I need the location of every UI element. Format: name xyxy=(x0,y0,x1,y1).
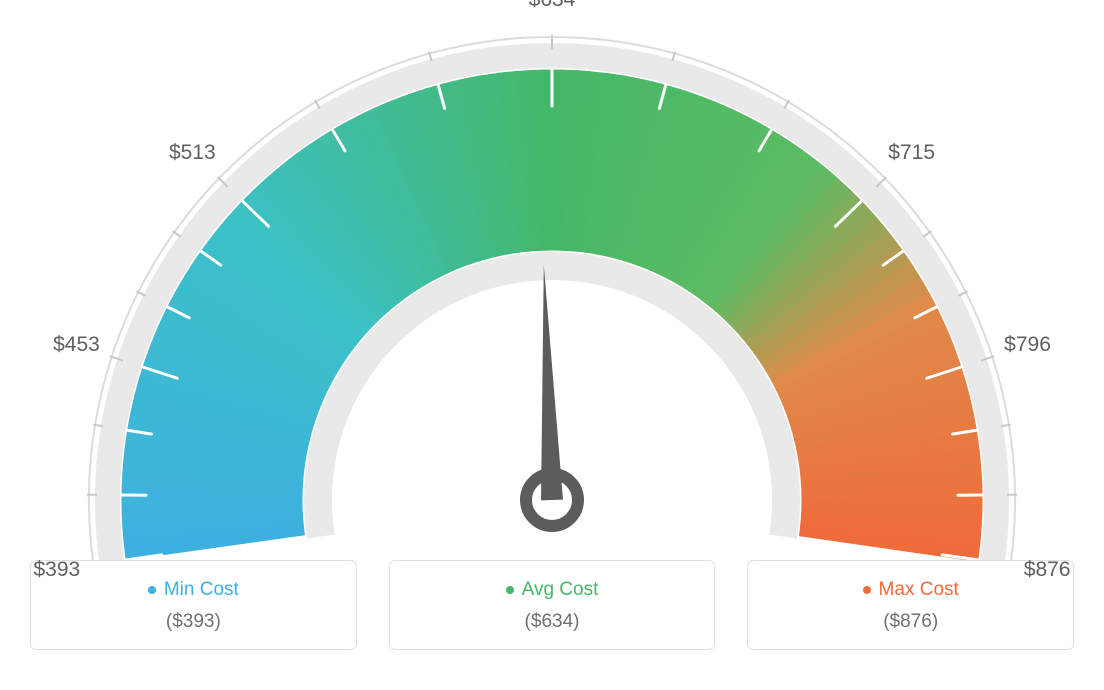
gauge-tick-label: $796 xyxy=(1004,333,1051,357)
gauge-tick-label: $715 xyxy=(888,141,935,165)
gauge-tick-label: $876 xyxy=(1024,558,1071,582)
legend-value: ($393) xyxy=(41,611,346,633)
legend-title: Min Cost xyxy=(41,579,346,601)
legend-dot-icon xyxy=(148,586,156,594)
cost-gauge: $393$453$513$634$715$796$876 xyxy=(0,0,1104,560)
legend-dot-icon xyxy=(506,586,514,594)
legend-title-text: Min Cost xyxy=(164,579,239,600)
legend-value: ($876) xyxy=(758,611,1063,633)
legend-row: Min Cost ($393) Avg Cost ($634) Max Cost ($87… xyxy=(0,560,1104,650)
gauge-svg xyxy=(0,0,1104,560)
legend-value: ($634) xyxy=(400,611,705,633)
legend-title: Avg Cost xyxy=(400,579,705,601)
gauge-tick-label: $634 xyxy=(529,0,576,12)
legend-title-text: Avg Cost xyxy=(522,579,599,600)
gauge-tick-label: $453 xyxy=(53,333,100,357)
legend-title-text: Max Cost xyxy=(879,579,959,600)
legend-dot-icon xyxy=(863,586,871,594)
gauge-tick-label: $513 xyxy=(169,141,216,165)
legend-card-avg-cost: Avg Cost ($634) xyxy=(389,560,716,650)
gauge-tick-label: $393 xyxy=(34,558,81,582)
legend-title: Max Cost xyxy=(758,579,1063,601)
